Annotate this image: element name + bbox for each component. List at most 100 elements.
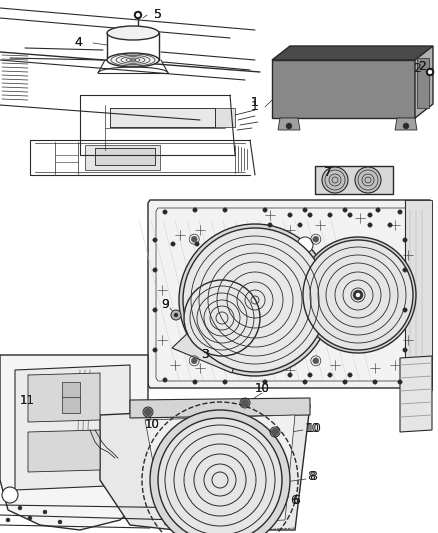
Polygon shape [62, 397, 80, 413]
Circle shape [356, 293, 360, 297]
Text: 1: 1 [251, 101, 259, 114]
Circle shape [403, 308, 407, 312]
Circle shape [426, 68, 434, 76]
Circle shape [303, 240, 413, 350]
Circle shape [28, 516, 32, 520]
Ellipse shape [107, 53, 159, 67]
Circle shape [300, 237, 416, 353]
Polygon shape [95, 148, 155, 165]
Polygon shape [405, 200, 432, 390]
Ellipse shape [107, 26, 159, 40]
Polygon shape [272, 60, 415, 118]
Circle shape [18, 506, 22, 510]
Circle shape [241, 399, 249, 407]
Circle shape [373, 380, 377, 384]
Text: 10: 10 [307, 422, 322, 434]
Circle shape [191, 236, 197, 242]
Circle shape [355, 167, 381, 193]
Circle shape [43, 510, 47, 514]
Circle shape [368, 223, 372, 227]
Circle shape [144, 408, 152, 416]
Circle shape [297, 237, 313, 253]
Polygon shape [145, 415, 295, 525]
Circle shape [195, 242, 199, 246]
Circle shape [191, 358, 197, 364]
Circle shape [223, 208, 227, 212]
Text: 10: 10 [254, 382, 269, 394]
Circle shape [58, 520, 62, 524]
Circle shape [278, 333, 292, 347]
Text: 7: 7 [324, 166, 332, 179]
Polygon shape [130, 398, 310, 418]
Circle shape [184, 280, 260, 356]
Circle shape [171, 242, 175, 246]
Circle shape [388, 223, 392, 227]
Text: 2: 2 [418, 60, 426, 72]
Text: 5: 5 [154, 9, 162, 21]
Circle shape [136, 13, 140, 17]
Circle shape [193, 380, 197, 384]
Text: 7: 7 [324, 166, 332, 179]
Circle shape [171, 310, 181, 320]
Circle shape [353, 290, 363, 300]
Polygon shape [172, 263, 262, 373]
Circle shape [343, 380, 347, 384]
Circle shape [288, 373, 292, 377]
Circle shape [348, 373, 352, 377]
Text: 10: 10 [145, 418, 159, 432]
Circle shape [398, 210, 402, 214]
Polygon shape [400, 356, 432, 432]
Circle shape [179, 224, 331, 376]
Text: 10: 10 [145, 418, 159, 432]
Polygon shape [15, 365, 130, 490]
Circle shape [308, 213, 312, 217]
Circle shape [286, 123, 292, 129]
Polygon shape [85, 145, 160, 170]
Circle shape [6, 518, 10, 522]
Circle shape [322, 167, 348, 193]
Text: 2: 2 [418, 60, 426, 72]
Circle shape [403, 123, 409, 129]
Circle shape [398, 380, 402, 384]
Polygon shape [62, 382, 80, 398]
Polygon shape [148, 200, 432, 388]
Text: 1: 1 [251, 95, 259, 109]
Text: 2: 2 [413, 61, 421, 75]
Polygon shape [395, 118, 417, 130]
Circle shape [153, 348, 157, 352]
Circle shape [163, 210, 167, 214]
Circle shape [223, 380, 227, 384]
Circle shape [163, 378, 167, 382]
Circle shape [376, 208, 380, 212]
Circle shape [134, 11, 142, 19]
Text: 3: 3 [201, 349, 209, 361]
Circle shape [303, 380, 307, 384]
Polygon shape [278, 118, 300, 130]
Circle shape [303, 208, 307, 212]
Text: 11: 11 [20, 393, 35, 407]
Polygon shape [272, 46, 433, 60]
Text: 9: 9 [161, 298, 169, 311]
Text: 1: 1 [251, 95, 259, 109]
Circle shape [150, 410, 290, 533]
Circle shape [428, 70, 432, 74]
Circle shape [328, 373, 332, 377]
Circle shape [193, 208, 197, 212]
Circle shape [263, 380, 267, 384]
Polygon shape [315, 166, 393, 194]
Circle shape [158, 418, 282, 533]
Circle shape [268, 223, 272, 227]
Text: 10: 10 [305, 422, 320, 434]
Polygon shape [110, 108, 215, 127]
Bar [417, 58, 429, 108]
Text: 4: 4 [74, 36, 82, 50]
Text: 4: 4 [74, 36, 82, 50]
Text: 8: 8 [307, 470, 315, 482]
Text: 9: 9 [161, 298, 169, 311]
Circle shape [403, 348, 407, 352]
Circle shape [368, 213, 372, 217]
Text: 6: 6 [292, 494, 300, 506]
Text: 8: 8 [309, 470, 317, 482]
Circle shape [153, 238, 157, 242]
Circle shape [343, 208, 347, 212]
